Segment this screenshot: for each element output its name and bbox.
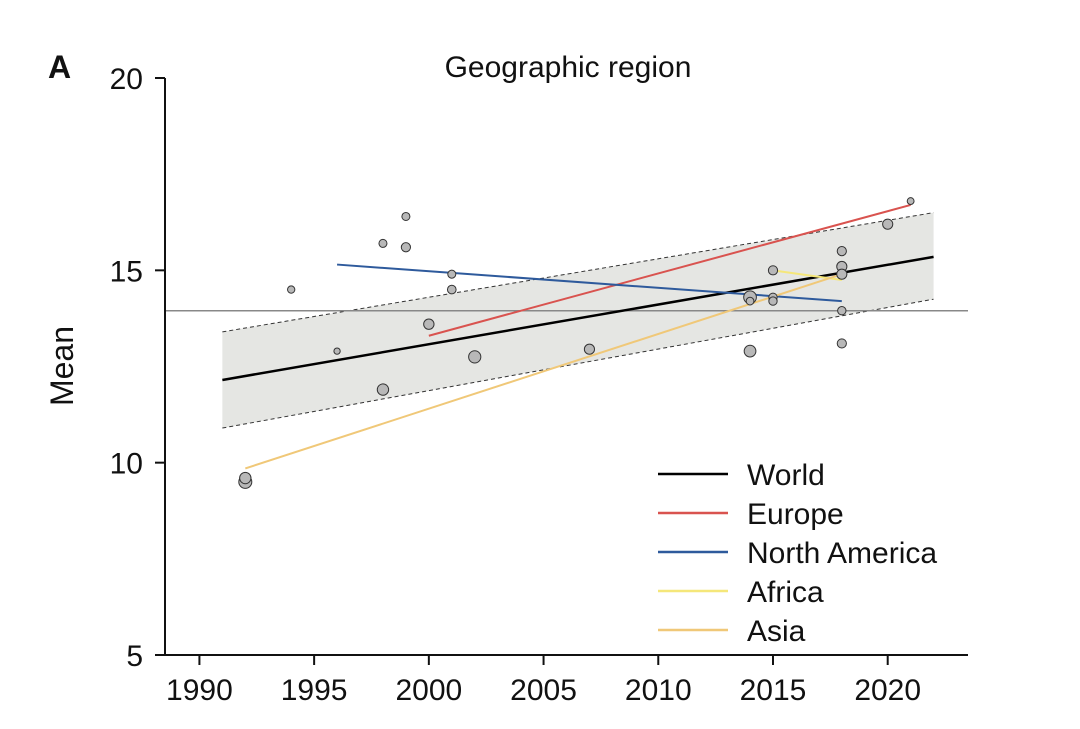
legend-label-world: World [747, 459, 825, 492]
data-point [906, 197, 915, 206]
data-point [836, 338, 847, 349]
y-axis-label: Mean [44, 326, 80, 406]
y-tick-label: 20 [110, 63, 143, 96]
data-point [767, 265, 779, 276]
series-lines [222, 203, 934, 470]
confidence-band-upper [222, 212, 934, 333]
x-tick-label: 1995 [281, 674, 348, 707]
data-point [468, 350, 482, 364]
data-points [238, 197, 915, 489]
series-line-europe [428, 203, 911, 337]
chart-title: Geographic region [445, 51, 692, 84]
y-axis-ticks: 5 10 15 20 [110, 63, 165, 673]
legend-label-north-america: North America [747, 537, 937, 570]
data-point [401, 211, 411, 221]
data-point [743, 344, 757, 358]
panel-label: A [48, 49, 71, 85]
data-point [768, 296, 778, 306]
legend-label-europe: Europe [747, 498, 844, 531]
data-point [882, 218, 894, 230]
data-point [447, 269, 457, 279]
data-point [837, 306, 847, 316]
data-point [287, 285, 296, 294]
data-point [376, 383, 390, 396]
data-point [378, 238, 388, 248]
x-tick-label: 2000 [395, 674, 462, 707]
data-point [446, 284, 457, 295]
x-tick-label: 1990 [166, 674, 233, 707]
x-tick-label: 2010 [625, 674, 692, 707]
legend-label-asia: Asia [747, 615, 806, 648]
x-tick-label: 2020 [854, 674, 921, 707]
data-point [836, 246, 847, 257]
x-tick-label: 2005 [510, 674, 577, 707]
data-point [239, 471, 252, 485]
axes: 1990 1995 2000 2005 2010 2015 2020 5 10 15 20 [110, 63, 968, 707]
data-point [400, 242, 411, 253]
y-tick-label: 15 [110, 255, 143, 288]
y-tick-label: 10 [110, 448, 143, 481]
series-line-north-america [336, 263, 842, 303]
plot-area [165, 197, 968, 489]
legend-label-africa: Africa [747, 576, 824, 609]
data-point [836, 268, 848, 280]
x-tick-label: 2015 [740, 674, 807, 707]
data-point [423, 318, 435, 330]
x-axis-ticks: 1990 1995 2000 2005 2010 2015 2020 [166, 655, 921, 707]
series-line-world [222, 255, 934, 382]
series-line-asia [244, 273, 843, 470]
data-point [333, 347, 341, 355]
data-point [745, 296, 755, 306]
confidence-band-lower [222, 298, 934, 429]
confidence-band [222, 212, 934, 429]
data-point [583, 343, 596, 355]
y-tick-label: 5 [126, 640, 143, 673]
legend: World Europe North America Africa Asia [658, 459, 937, 648]
